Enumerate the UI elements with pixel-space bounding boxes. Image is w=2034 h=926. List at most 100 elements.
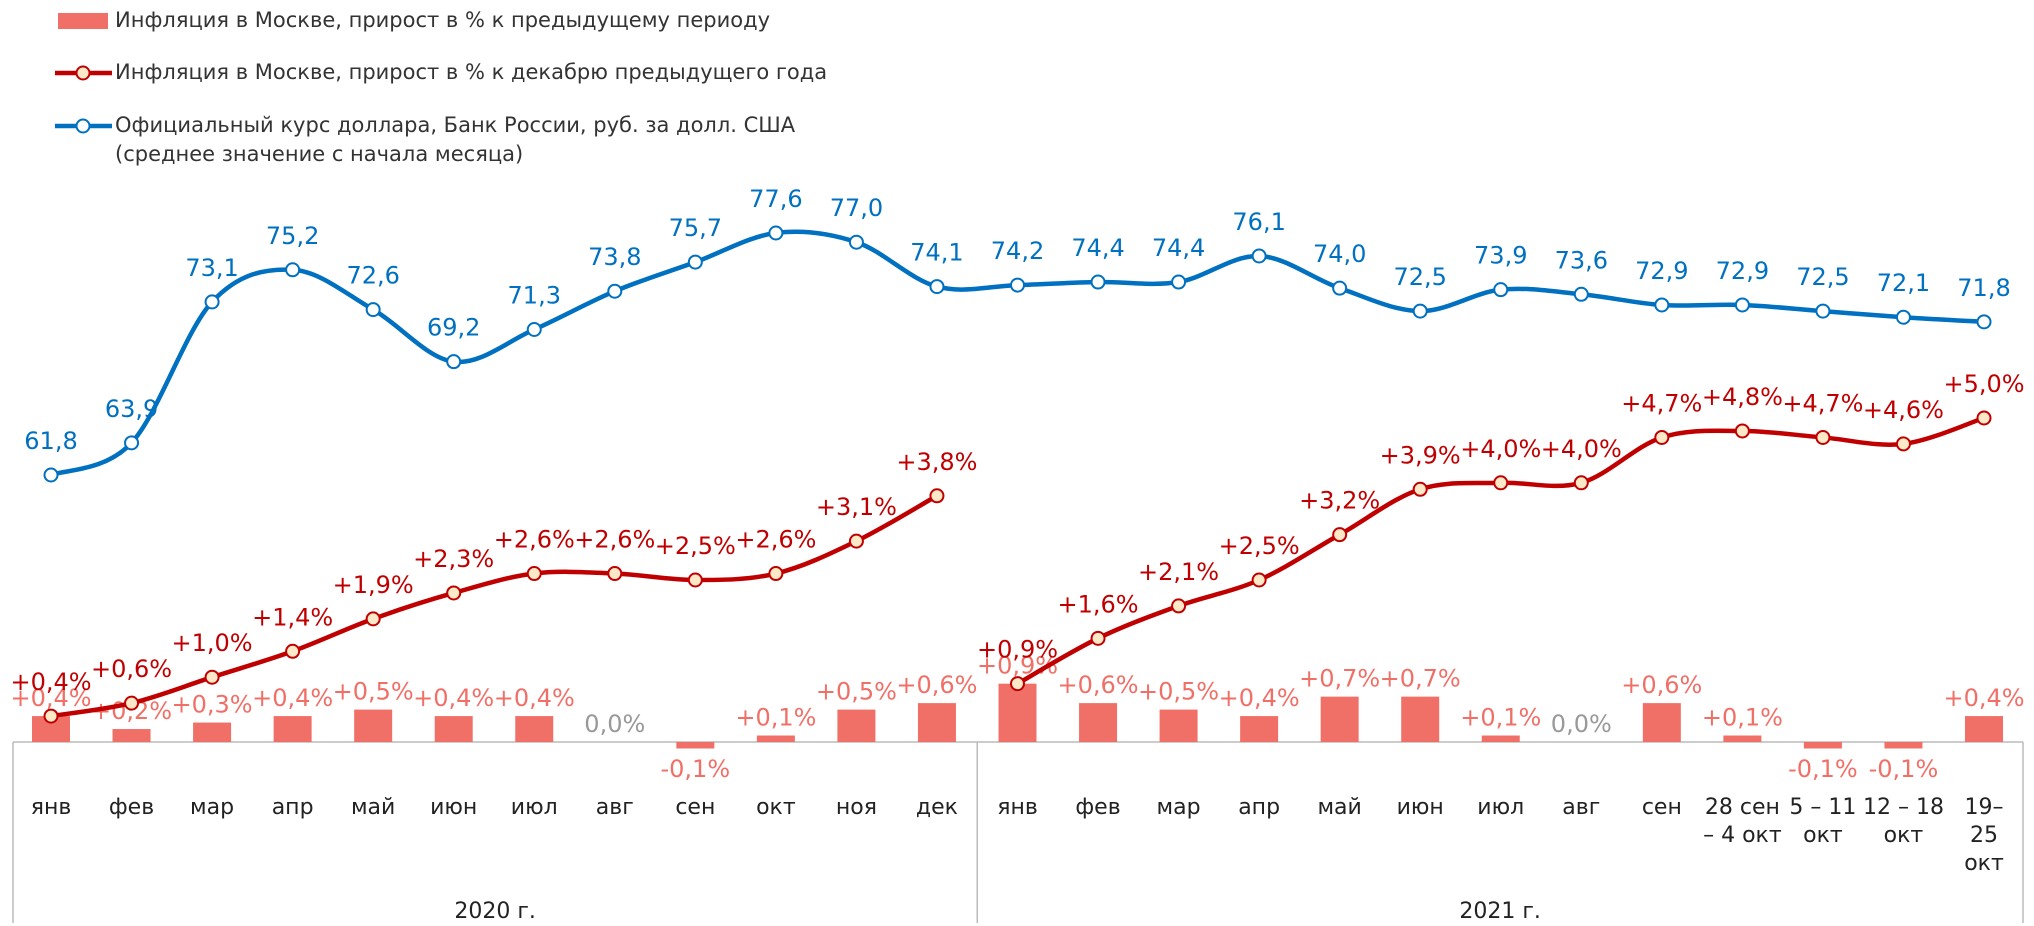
point-value-label: 76,1 — [1232, 208, 1285, 236]
point-value-label: 72,5 — [1796, 263, 1849, 291]
point-value-label: +0,6% — [91, 655, 172, 683]
point — [1493, 475, 1509, 491]
point — [204, 294, 220, 310]
point — [526, 321, 542, 337]
point — [1976, 314, 1992, 330]
bar — [273, 716, 312, 742]
bar-value-label: +0,4% — [252, 684, 333, 712]
bar — [1320, 696, 1359, 742]
point — [1010, 277, 1025, 293]
x-tick-label: авг — [1562, 795, 1601, 820]
point-value-label: 73,6 — [1555, 246, 1608, 274]
point — [365, 611, 381, 627]
point-value-label: +3,9% — [1380, 441, 1461, 469]
point — [1010, 676, 1025, 692]
x-tick-label: фев — [108, 795, 155, 820]
point-value-label: 77,6 — [749, 185, 802, 213]
x-tick-label: янв — [997, 795, 1038, 820]
bar-value-label: +0,4% — [1943, 684, 2024, 712]
bar-value-label: +0,7% — [1299, 665, 1380, 693]
point-value-label: 72,5 — [1393, 263, 1446, 291]
bar-value-label: +0,6% — [896, 671, 977, 699]
point — [1332, 280, 1348, 296]
point — [1251, 248, 1267, 264]
bar-value-label: +0,6% — [1621, 671, 1702, 699]
point — [687, 572, 703, 588]
point — [929, 488, 945, 504]
x-tick-label: май — [350, 795, 396, 820]
bar-value-label: +0,4% — [494, 684, 575, 712]
point-value-label: +1,4% — [252, 603, 333, 631]
bar-value-label: +0,1% — [735, 704, 816, 732]
bar-value-label: +0,4% — [413, 684, 494, 712]
point — [1493, 282, 1509, 298]
x-tick-label: май — [1317, 795, 1362, 820]
x-tick-label: 12 – 18 окт — [1862, 795, 1944, 848]
line — [50, 229, 1985, 478]
bar — [1642, 703, 1681, 742]
point — [285, 643, 301, 659]
point — [446, 354, 462, 370]
point-value-label: +0,4% — [10, 668, 91, 696]
x-tick-label: сен — [1641, 795, 1682, 820]
point-value-label: 75,7 — [669, 214, 722, 242]
point — [526, 566, 542, 582]
bar-value-label: +0,3% — [172, 691, 253, 719]
point — [768, 566, 784, 582]
point — [365, 302, 381, 318]
bar — [756, 735, 795, 742]
point-value-label: 71,8 — [1957, 274, 2010, 302]
bar-value-label: +0,4% — [1219, 684, 1300, 712]
point — [1895, 436, 1911, 452]
point-value-label: 74,4 — [1152, 234, 1205, 262]
x-tick-label: авг — [595, 795, 634, 820]
point — [1815, 429, 1831, 445]
bar — [1401, 696, 1440, 742]
point — [607, 566, 623, 582]
point-value-label: +4,0% — [1541, 435, 1622, 463]
bar-value-label: +0,5% — [333, 678, 414, 706]
x-tick-label: апр — [271, 795, 314, 820]
point — [607, 283, 623, 299]
bar — [1965, 716, 2003, 742]
bar-value-label: +0,4% — [10, 684, 91, 712]
bar — [434, 716, 473, 742]
point — [1734, 297, 1750, 313]
point — [285, 262, 301, 278]
point — [1815, 303, 1831, 319]
bar — [1723, 735, 1762, 742]
bar — [1803, 742, 1842, 749]
bar-value-label: 0,0% — [584, 710, 645, 738]
point-value-label: 73,9 — [1474, 242, 1527, 270]
legend-label: Инфляция в Москве, прирост в % к декабрю… — [115, 60, 828, 84]
x-tick-label: июл — [510, 795, 558, 820]
point — [124, 435, 140, 451]
x-tick-label: 19–25 окт — [1964, 795, 2004, 876]
point-value-label: 75,2 — [266, 222, 319, 250]
legend-label: Официальный курс доллара, Банк России, р… — [115, 113, 796, 166]
point-value-label: +2,6% — [574, 526, 655, 554]
point — [848, 234, 864, 250]
point-value-label: +1,9% — [333, 571, 414, 599]
point-value-label: +1,0% — [172, 629, 253, 657]
point-value-label: 73,1 — [185, 254, 238, 282]
x-tick-label: июн — [430, 795, 478, 820]
bar — [1884, 742, 1923, 749]
bar — [515, 716, 554, 742]
point — [1573, 475, 1589, 491]
point — [1654, 429, 1670, 445]
point — [1090, 630, 1106, 646]
point-value-label: 74,0 — [1313, 240, 1366, 268]
x-tick-label: окт — [756, 795, 796, 820]
bar-value-label: -0,1% — [661, 755, 731, 783]
bar — [1481, 735, 1520, 742]
x-tick-label: июл — [1477, 795, 1525, 820]
x-tick-label: июн — [1396, 795, 1444, 820]
point-value-label: 72,1 — [1877, 269, 1930, 297]
point-value-label: +4,0% — [1460, 435, 1541, 463]
bar — [837, 709, 876, 742]
point-value-label: 71,3 — [508, 281, 561, 309]
point — [1412, 303, 1428, 319]
